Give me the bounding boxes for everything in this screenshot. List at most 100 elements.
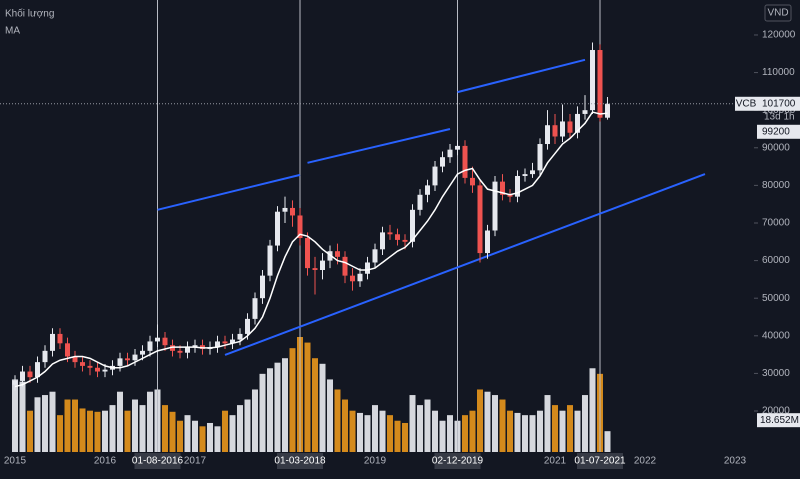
- candle-body: [545, 125, 550, 145]
- candle-body: [590, 50, 595, 111]
- price-box: [757, 96, 800, 111]
- candle-body: [222, 341, 228, 344]
- candle-body: [170, 345, 175, 351]
- candle-body: [260, 275, 265, 299]
- candle-body: [102, 369, 108, 372]
- volume-bar: [64, 399, 71, 452]
- volume-bar: [499, 399, 506, 452]
- volume-bar: [109, 405, 116, 452]
- candle-body: [537, 144, 543, 171]
- volume-bar: [252, 389, 258, 452]
- marker-label: 01-03-2018: [274, 456, 326, 467]
- volume-bar: [124, 410, 131, 452]
- x-tick-label: 2015: [4, 456, 27, 467]
- volume-bar: [567, 405, 573, 452]
- candle-body: [42, 350, 48, 363]
- volume-bar: [507, 410, 513, 452]
- candle-body: [335, 251, 340, 257]
- candle-body: [395, 234, 400, 240]
- price-label: 101700: [762, 98, 796, 109]
- volume-bar: [477, 389, 483, 452]
- volume-bar: [334, 389, 341, 452]
- volume-bar: [169, 411, 176, 452]
- candle-body: [522, 174, 528, 176]
- candle-body: [507, 194, 513, 197]
- price-layer: [0, 0, 800, 452]
- volume-bar: [207, 422, 213, 452]
- currency: VND: [767, 8, 788, 19]
- volume-bar: [559, 410, 566, 452]
- volume-bar: [244, 399, 251, 452]
- candle-body: [57, 333, 63, 344]
- y-tick-label: 90000: [762, 142, 790, 153]
- volume-bar: [42, 395, 48, 452]
- volume-bar: [469, 410, 476, 452]
- volume-bar: [552, 405, 558, 452]
- trend-line: [157, 173, 301, 211]
- candle-body: [530, 170, 535, 175]
- volume-bar: [87, 410, 93, 452]
- candle-body: [87, 365, 93, 368]
- candle-body: [282, 207, 288, 212]
- ma-legend: MA: [5, 26, 20, 37]
- volume-bar: [574, 410, 581, 452]
- volume-bar: [402, 422, 408, 452]
- candle-body: [380, 232, 385, 250]
- candle-body: [245, 318, 250, 334]
- candle-body: [252, 298, 258, 319]
- x-tick-label: 2017: [184, 456, 207, 467]
- candle-body: [357, 273, 363, 282]
- candle-body: [20, 371, 25, 381]
- candle-body: [552, 125, 558, 137]
- candle-body: [192, 345, 198, 348]
- volume-bar: [19, 381, 26, 452]
- candle-body: [365, 262, 370, 274]
- volume-label-box: [757, 413, 800, 428]
- volume-bar: [432, 410, 438, 452]
- x-tick-label: 2016: [94, 456, 117, 467]
- marker-label-box: [434, 453, 481, 469]
- candle-body: [230, 339, 235, 344]
- candle-body: [80, 362, 85, 366]
- volume-bar: [342, 399, 348, 452]
- volume-bar: [259, 373, 266, 452]
- candle-body: [162, 337, 168, 346]
- volume-bar: [192, 420, 198, 452]
- candle-body: [425, 185, 430, 195]
- marker-label: 02-12-2019: [432, 456, 484, 467]
- candle-body: [597, 50, 603, 118]
- volume-bar: [139, 405, 146, 452]
- y-tick-label: 60000: [762, 255, 790, 266]
- candle-body: [477, 185, 483, 254]
- candle-body: [582, 110, 588, 114]
- volume-bar: [387, 415, 393, 452]
- volume-bar: [372, 405, 378, 452]
- marker-label-box: [577, 453, 623, 469]
- volume-bar: [34, 397, 41, 452]
- countdown-label: 13d 1h: [764, 111, 795, 122]
- candle-body: [140, 350, 145, 355]
- marker-label: 01-08-2016: [132, 456, 184, 467]
- y-tick-label: 40000: [762, 330, 790, 341]
- candle-body: [567, 121, 573, 133]
- trend-line: [307, 128, 451, 164]
- candle-body: [72, 356, 78, 363]
- candle-body: [275, 211, 280, 246]
- marker-label-box: [277, 453, 323, 469]
- candle-body: [402, 239, 408, 242]
- candle-body: [312, 268, 318, 270]
- volume-label: 18.652M: [760, 415, 799, 426]
- volume-legend: Khối lượng: [5, 8, 54, 20]
- volume-bar: [394, 420, 401, 452]
- trend-line: [224, 173, 706, 356]
- volume-bar: [582, 395, 588, 452]
- volume-bar: [147, 391, 153, 452]
- volume-bar: [27, 410, 33, 452]
- volume-bar: [529, 415, 536, 452]
- candle-body: [35, 362, 40, 378]
- candle-body: [117, 358, 123, 366]
- volume-bar: [267, 368, 273, 452]
- candle-body: [342, 256, 348, 276]
- candle-body: [95, 367, 100, 372]
- candle-body: [237, 333, 243, 340]
